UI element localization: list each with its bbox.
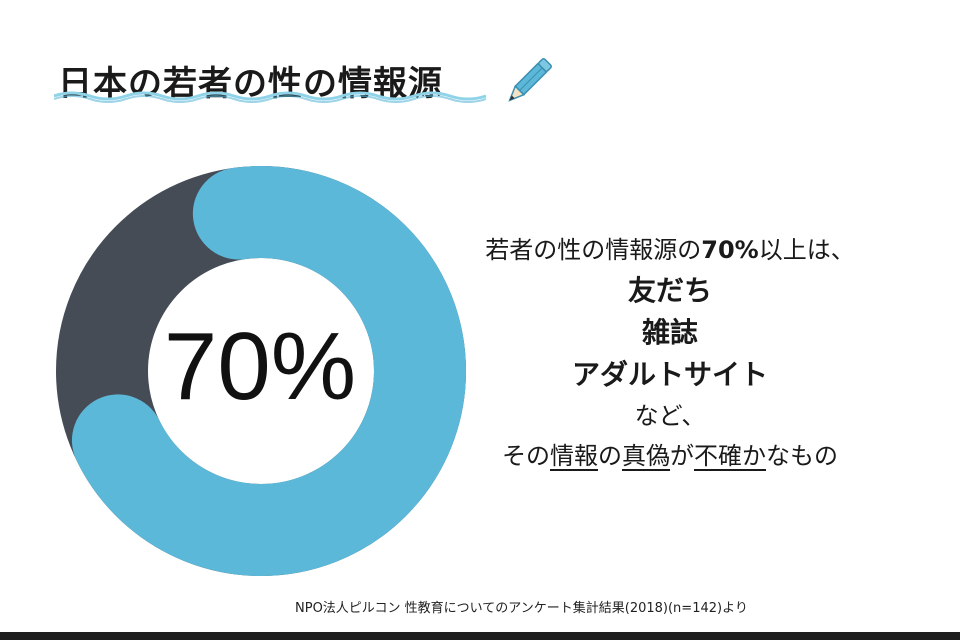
source-item-friends: 友だち: [627, 274, 712, 307]
bottom-bar: [0, 632, 960, 640]
title-underline-wave: [54, 91, 487, 103]
source-item-magazines: 雑誌: [641, 316, 698, 349]
source-item-adult-sites: アダルトサイト: [571, 358, 768, 391]
donut-center-label: 70%: [163, 313, 357, 420]
message-lead-tail: 以上は、: [758, 236, 855, 264]
donut-slice-main: [56, 166, 466, 576]
message-conclusion: その情報の真偽が不確かなもの: [450, 436, 890, 476]
conclusion-mid1: の: [598, 442, 622, 470]
message-nado: など、: [634, 402, 706, 430]
message-lead-line: 若者の性の情報源の70%以上は、: [450, 230, 890, 270]
conclusion-mid2: が: [670, 442, 694, 470]
message-lead-pct: 70%: [701, 236, 759, 264]
conclusion-post: なもの: [766, 442, 838, 470]
conclusion-underline-uncertain: 不確か: [694, 442, 766, 470]
conclusion-pre: その: [502, 442, 550, 470]
source-citation: NPO法人ピルコン 性教育についてのアンケート集計結果(2018)(n=142)…: [295, 601, 748, 616]
conclusion-underline-info: 情報: [550, 442, 598, 470]
conclusion-underline-truth: 真偽: [622, 442, 670, 470]
message-lead: 若者の性の情報源の: [485, 236, 702, 264]
message-block: 若者の性の情報源の70%以上は、 友だち 雑誌 アダルトサイト など、 その情報…: [450, 230, 890, 476]
donut-chart: [56, 166, 466, 576]
pencil-icon: [508, 58, 552, 102]
